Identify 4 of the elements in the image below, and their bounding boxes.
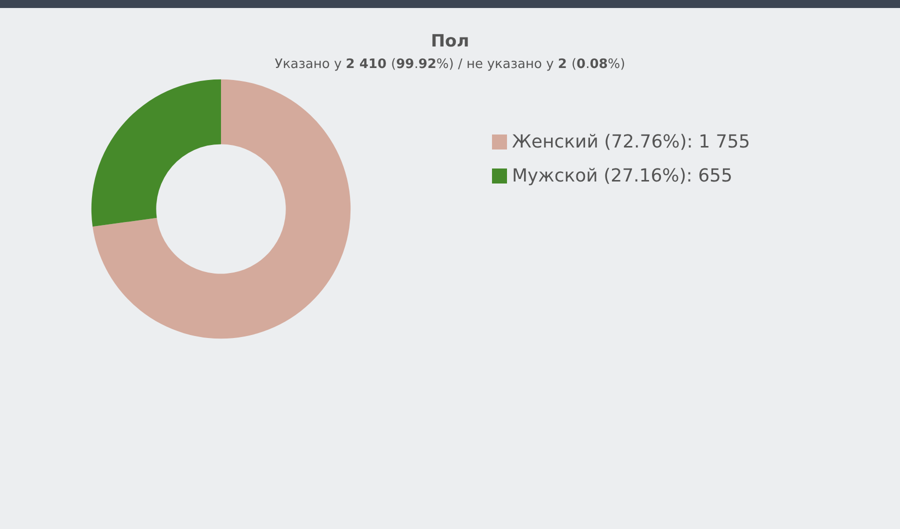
legend-label: Мужской (27.16%): 655	[512, 166, 732, 186]
chart-title: Пол	[430, 32, 470, 52]
text: Указано у 2 410 (99.92%) / не указано у 2 (0.08%)	[274, 57, 626, 72]
legend-label: Женский (72.76%): 1 755	[512, 132, 750, 152]
